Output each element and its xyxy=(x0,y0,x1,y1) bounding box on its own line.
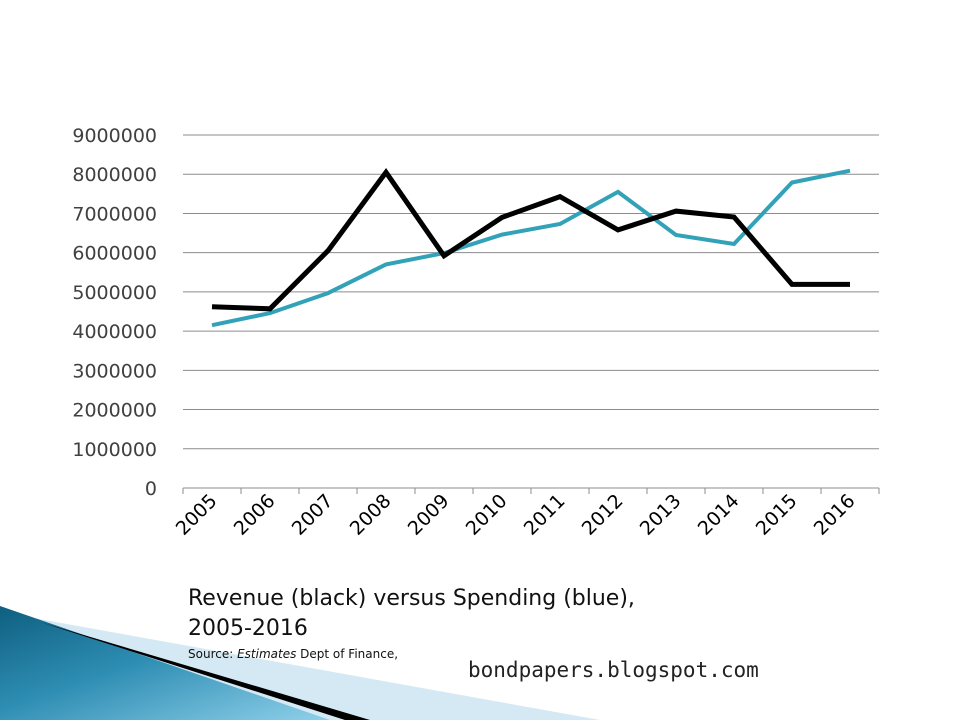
y-tick-label: 1000000 xyxy=(72,439,157,461)
y-tick-label: 9000000 xyxy=(72,125,157,147)
caption-title: Revenue (black) versus Spending (blue), xyxy=(188,586,635,611)
blog-url: bondpapers.blogspot.com xyxy=(468,658,759,682)
source-label: Source: xyxy=(188,647,238,661)
spending-line xyxy=(211,168,851,328)
caption-source: Source: Estimates Dept of Finance, xyxy=(188,647,398,661)
x-tick-label: 2012 xyxy=(578,490,628,540)
swoosh-black xyxy=(40,622,370,720)
x-tick-label: 2006 xyxy=(230,490,280,540)
series-lines xyxy=(211,168,851,328)
y-tick-label: 8000000 xyxy=(72,164,157,186)
decorative-swoosh xyxy=(0,606,600,720)
revenue-line xyxy=(211,168,850,312)
x-tick-label: 2014 xyxy=(694,490,744,540)
x-tick-label: 2007 xyxy=(288,490,338,540)
y-tick-label: 4000000 xyxy=(72,321,157,343)
y-tick-label: 7000000 xyxy=(72,203,157,225)
x-tick-label: 2010 xyxy=(462,490,512,540)
y-axis-tick-labels: 0 1000000 2000000 3000000 4000000 5000000 6000… xyxy=(72,125,157,500)
x-tick-label: 2016 xyxy=(810,490,860,540)
gridlines xyxy=(183,134,879,450)
caption-years: 2005-2016 xyxy=(188,616,308,641)
source-estimates: Estimates xyxy=(237,647,297,661)
axes xyxy=(182,487,880,494)
source-dept: Dept of Finance, xyxy=(296,647,399,661)
y-tick-label: 6000000 xyxy=(72,243,157,265)
x-tick-label: 2008 xyxy=(346,490,396,540)
x-axis-tick-labels: 2005 2006 2007 2008 2009 2010 2011 2012 2013 2014… xyxy=(172,490,860,540)
x-tick-label: 2015 xyxy=(752,490,802,540)
y-tick-label: 3000000 xyxy=(72,360,157,382)
x-tick-label: 2005 xyxy=(172,490,222,540)
x-tick-label: 2011 xyxy=(520,490,570,540)
swoosh-blue xyxy=(0,606,330,720)
x-tick-label: 2013 xyxy=(636,490,686,540)
y-tick-label: 5000000 xyxy=(72,282,157,304)
x-tick-label: 2009 xyxy=(404,490,454,540)
y-tick-label: 0 xyxy=(145,478,157,500)
y-tick-label: 2000000 xyxy=(72,400,157,422)
